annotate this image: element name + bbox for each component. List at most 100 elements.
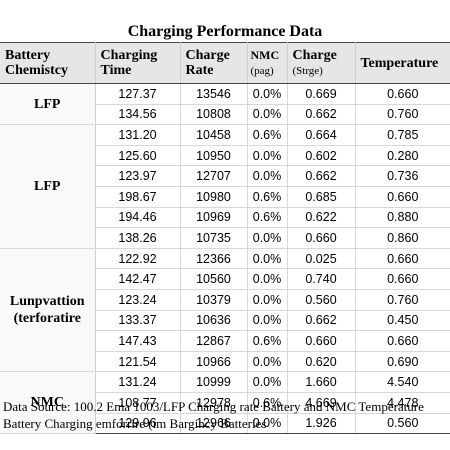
charge-cell: 1.660 bbox=[287, 371, 356, 393]
charging-time-cell: 127.37 bbox=[95, 83, 181, 105]
column-header-time-line1: Charging bbox=[100, 48, 158, 63]
battery-chemistry-cell: LFP bbox=[0, 83, 96, 126]
charging-time-cell: 123.24 bbox=[95, 289, 181, 311]
charging-time-cell: 122.92 bbox=[95, 248, 181, 270]
charge-rate-cell: 12366 bbox=[180, 248, 248, 270]
charge-rate-cell: 12867 bbox=[180, 330, 248, 352]
table-row: 108.77 12978 0.6% 4.669 4.478 bbox=[0, 392, 450, 414]
charge-rate-cell: 10560 bbox=[180, 268, 248, 290]
charge-rate-cell: 10966 bbox=[180, 351, 248, 373]
charge-rate-cell: 10808 bbox=[180, 104, 248, 126]
data-source-note: Data Source: 100.2 Ema 1003/LFP Charging… bbox=[3, 398, 450, 432]
charge-rate-cell: 10458 bbox=[180, 124, 248, 146]
charge-rate-cell: 10950 bbox=[180, 145, 248, 167]
charge-cell: 0.660 bbox=[287, 330, 356, 352]
nmc-cell: 0.0% bbox=[247, 289, 288, 311]
temperature-cell: 0.660 bbox=[355, 268, 450, 290]
charge-cell: 0.740 bbox=[287, 268, 356, 290]
column-header-nmc: NMC (pag) bbox=[247, 42, 288, 84]
nmc-cell: 0.0% bbox=[247, 83, 288, 105]
charging-performance-table: Battery Chemistcy Charging Time Charge R… bbox=[0, 42, 450, 435]
temperature-cell: 0.660 bbox=[355, 83, 450, 105]
column-header-rate-line1: Charge bbox=[185, 48, 230, 63]
charging-time-cell: 125.60 bbox=[95, 145, 181, 167]
charging-time-cell: 131.20 bbox=[95, 124, 181, 146]
charge-cell: 0.602 bbox=[287, 145, 356, 167]
charge-cell: 0.025 bbox=[287, 248, 356, 270]
table-row: 138.26 10735 0.0% 0.660 0.860 bbox=[0, 227, 450, 249]
temperature-cell: 0.860 bbox=[355, 227, 450, 249]
column-header-nmc-line1: NMC bbox=[250, 47, 280, 62]
footer-line-1: Data Source: 100.2 Ema 1003/LFP Charging… bbox=[3, 399, 424, 414]
battery-chemistry-cell: NMC bbox=[0, 371, 96, 435]
table-row: 194.46 10969 0.6% 0.622 0.880 bbox=[0, 207, 450, 229]
charge-cell: 0.622 bbox=[287, 207, 356, 229]
temperature-cell: 0.450 bbox=[355, 310, 450, 332]
column-header-time-line2: Time bbox=[100, 63, 132, 78]
column-header-chemistry-line1: Battery bbox=[5, 48, 51, 63]
nmc-cell: 0.0% bbox=[247, 310, 288, 332]
nmc-cell: 0.0% bbox=[247, 413, 288, 435]
charging-time-cell: 121.54 bbox=[95, 351, 181, 373]
table-header: Battery Chemistcy Charging Time Charge R… bbox=[0, 42, 450, 84]
temperature-cell: 0.785 bbox=[355, 124, 450, 146]
charging-time-cell: 147.43 bbox=[95, 330, 181, 352]
table-row: 123.97 12707 0.0% 0.662 0.736 bbox=[0, 165, 450, 187]
table-row: 133.37 10636 0.0% 0.662 0.450 bbox=[0, 310, 450, 332]
column-header-charge-line2: (Strge) bbox=[292, 64, 323, 77]
table-row: 125.60 10950 0.0% 0.602 0.280 bbox=[0, 145, 450, 167]
temperature-cell: 0.880 bbox=[355, 207, 450, 229]
table-row: 142.47 10560 0.0% 0.740 0.660 bbox=[0, 268, 450, 290]
column-header-chemistry: Battery Chemistcy bbox=[0, 42, 96, 84]
charge-rate-cell: 12966 bbox=[180, 413, 248, 435]
temperature-cell: 0.690 bbox=[355, 351, 450, 373]
nmc-cell: 0.0% bbox=[247, 371, 288, 393]
table-row: 121.54 10966 0.0% 0.620 0.690 bbox=[0, 351, 450, 373]
table-row: 123.24 10379 0.0% 0.560 0.760 bbox=[0, 289, 450, 311]
charging-time-cell: 194.46 bbox=[95, 207, 181, 229]
column-header-chemistry-line2: Chemistcy bbox=[5, 63, 68, 78]
column-header-rate-line2: Rate bbox=[185, 63, 214, 78]
charge-cell: 0.620 bbox=[287, 351, 356, 373]
nmc-cell: 0.6% bbox=[247, 207, 288, 229]
charge-cell: 0.664 bbox=[287, 124, 356, 146]
charging-time-cell: 129.96 bbox=[95, 413, 181, 435]
charging-time-cell: 108.77 bbox=[95, 392, 181, 414]
temperature-cell: 0.280 bbox=[355, 145, 450, 167]
header-row: Battery Chemistcy Charging Time Charge R… bbox=[0, 42, 450, 84]
charging-time-cell: 138.26 bbox=[95, 227, 181, 249]
page-title: Charging Performance Data bbox=[127, 23, 323, 40]
table-body: LFP 127.37 13546 0.0% 0.669 0.660 134.56 10808 0… bbox=[0, 83, 450, 435]
charging-time-cell: 134.56 bbox=[95, 104, 181, 126]
charge-cell: 0.662 bbox=[287, 104, 356, 126]
nmc-cell: 0.6% bbox=[247, 330, 288, 352]
table-row: LFP 127.37 13546 0.0% 0.669 0.660 bbox=[0, 83, 450, 126]
nmc-cell: 0.6% bbox=[247, 392, 288, 414]
nmc-cell: 0.0% bbox=[247, 165, 288, 187]
charging-time-cell: 133.37 bbox=[95, 310, 181, 332]
charge-cell: 0.662 bbox=[287, 310, 356, 332]
temperature-cell: 0.660 bbox=[355, 330, 450, 352]
column-header-rate: Charge Rate bbox=[180, 42, 248, 84]
charge-rate-cell: 10999 bbox=[180, 371, 248, 393]
charge-rate-cell: 10735 bbox=[180, 227, 248, 249]
charge-cell: 0.560 bbox=[287, 289, 356, 311]
charge-cell: 0.685 bbox=[287, 186, 356, 208]
temperature-cell: 0.760 bbox=[355, 289, 450, 311]
nmc-cell: 0.0% bbox=[247, 145, 288, 167]
column-header-nmc-line2: (pag) bbox=[250, 64, 274, 77]
charging-time-cell: 123.97 bbox=[95, 165, 181, 187]
charging-time-cell: 131.24 bbox=[95, 371, 181, 393]
table-row: Lunpvattion (terforatire 122.92 12366 0.0% 0… bbox=[0, 248, 450, 373]
charge-cell: 0.660 bbox=[287, 227, 356, 249]
table-row: 198.67 10980 0.6% 0.685 0.660 bbox=[0, 186, 450, 208]
nmc-cell: 0.6% bbox=[247, 124, 288, 146]
charge-rate-cell: 10636 bbox=[180, 310, 248, 332]
table-row: LFP 131.20 10458 0.6% 0.664 0.785 bbox=[0, 124, 450, 249]
charge-cell: 1.926 bbox=[287, 413, 356, 435]
temperature-cell: 0.760 bbox=[355, 104, 450, 126]
table-row: 129.96 12966 0.0% 1.926 0.560 bbox=[0, 413, 450, 435]
nmc-cell: 0.0% bbox=[247, 351, 288, 373]
temperature-cell: 0.660 bbox=[355, 248, 450, 270]
temperature-cell: 0.660 bbox=[355, 186, 450, 208]
